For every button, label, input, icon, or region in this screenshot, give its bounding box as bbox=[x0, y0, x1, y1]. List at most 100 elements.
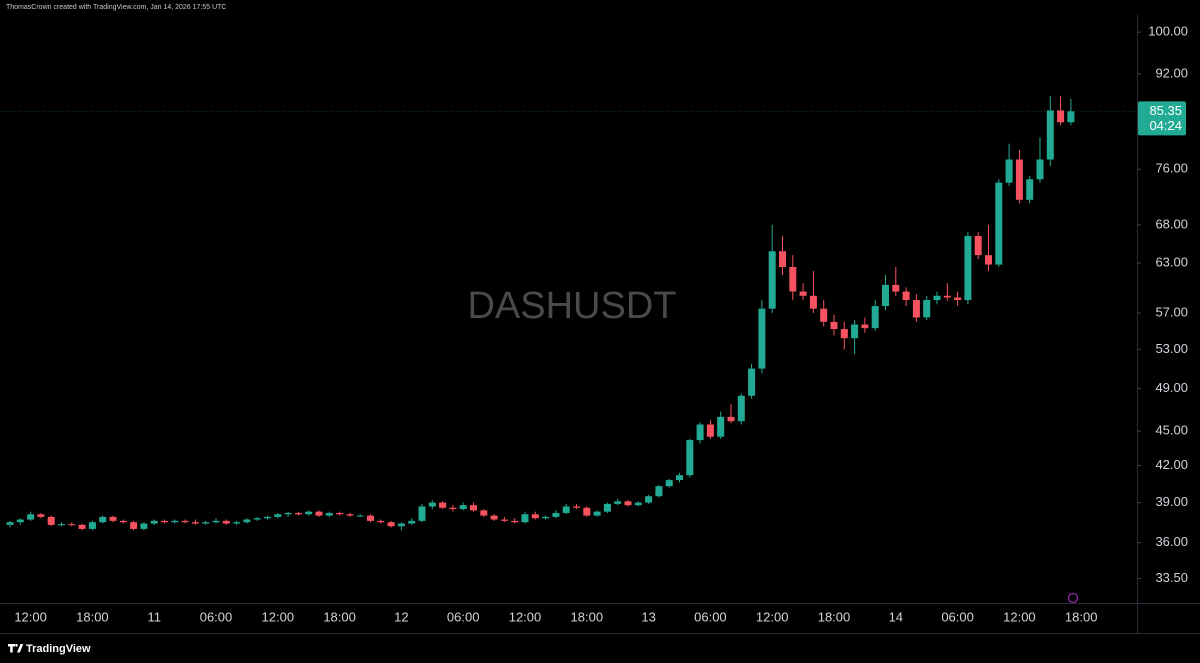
y-tick-label: 92.00 bbox=[1155, 65, 1188, 80]
candle-body bbox=[1026, 179, 1034, 200]
last-price-box bbox=[1138, 101, 1186, 136]
y-tick-label: 68.00 bbox=[1155, 216, 1188, 231]
x-tick-label: 06:00 bbox=[200, 609, 233, 624]
candle-body bbox=[851, 324, 859, 339]
candle-body bbox=[861, 324, 869, 329]
y-tick-label: 63.00 bbox=[1155, 254, 1188, 269]
candle-body bbox=[58, 524, 65, 526]
x-tick-label: 06:00 bbox=[694, 609, 727, 624]
x-tick-label: 06:00 bbox=[941, 609, 974, 624]
brand: TradingView bbox=[26, 643, 91, 655]
candle-body bbox=[634, 502, 642, 506]
candle-body bbox=[325, 512, 333, 516]
candle-body bbox=[1005, 159, 1013, 183]
candle-body bbox=[696, 424, 704, 441]
last-price-label: 85.35 bbox=[1149, 103, 1182, 118]
candle-body bbox=[552, 512, 560, 517]
candle-body bbox=[387, 522, 395, 527]
candle-body bbox=[6, 522, 14, 525]
candle-body bbox=[820, 308, 828, 322]
candle-body bbox=[305, 511, 313, 515]
candle-body bbox=[161, 520, 168, 523]
candle-body bbox=[181, 520, 189, 523]
candle-body bbox=[603, 503, 611, 512]
candle-body bbox=[233, 522, 241, 524]
x-tick-label: 18:00 bbox=[818, 609, 851, 624]
candle-body bbox=[779, 251, 786, 267]
candle-body bbox=[191, 522, 199, 524]
candle-body bbox=[274, 514, 282, 517]
candle-body bbox=[676, 475, 683, 481]
countdown-label: 04:24 bbox=[1149, 118, 1182, 133]
candle-body bbox=[367, 515, 374, 521]
candle-body bbox=[871, 306, 879, 329]
y-tick-label: 49.00 bbox=[1155, 380, 1188, 395]
candle-body bbox=[902, 291, 910, 301]
candle-body bbox=[892, 284, 900, 292]
candle-body bbox=[799, 291, 807, 296]
candle-body bbox=[789, 266, 797, 292]
caption: ThomasCrown created with TradingView.com… bbox=[6, 4, 226, 11]
candle-body bbox=[356, 515, 364, 517]
y-tick-label: 45.00 bbox=[1155, 423, 1188, 438]
candle-body bbox=[27, 514, 35, 520]
candle-body bbox=[315, 511, 323, 516]
candle-body bbox=[480, 510, 488, 516]
candle-body bbox=[294, 512, 302, 515]
candle-body bbox=[88, 522, 96, 529]
candle-body bbox=[171, 520, 179, 523]
candle-body bbox=[748, 368, 756, 396]
candle-body bbox=[933, 295, 941, 301]
candle-body bbox=[912, 300, 920, 318]
event-icon[interactable] bbox=[1067, 592, 1079, 604]
candle-body bbox=[665, 480, 673, 487]
candle-body bbox=[346, 514, 354, 516]
x-tick-label: 14 bbox=[889, 609, 903, 624]
y-tick-label: 53.00 bbox=[1155, 341, 1188, 356]
candle-body bbox=[490, 515, 498, 520]
candle-body bbox=[47, 516, 55, 525]
y-tick-label: 39.00 bbox=[1155, 494, 1188, 509]
candle-body bbox=[397, 523, 405, 527]
candle-body bbox=[943, 295, 951, 298]
logo-dot bbox=[15, 644, 18, 647]
candle-body bbox=[964, 236, 972, 301]
x-tick-label: 18:00 bbox=[323, 609, 356, 624]
x-tick-label: 12:00 bbox=[262, 609, 295, 624]
x-tick-label: 06:00 bbox=[447, 609, 480, 624]
candle-body bbox=[995, 182, 1003, 265]
candle-body bbox=[655, 486, 663, 497]
candle-body bbox=[511, 520, 519, 523]
candle-body bbox=[645, 496, 653, 503]
x-tick-label: 18:00 bbox=[76, 609, 109, 624]
candle-body bbox=[470, 505, 477, 511]
candle-body bbox=[954, 297, 962, 301]
x-tick-label: 12:00 bbox=[1003, 609, 1036, 624]
candle-body bbox=[16, 519, 24, 523]
candle-body bbox=[222, 520, 230, 524]
candle-body bbox=[562, 506, 570, 513]
y-tick-label: 36.00 bbox=[1155, 534, 1188, 549]
candle-body bbox=[1015, 159, 1023, 200]
candle-body bbox=[768, 251, 776, 309]
candle-body bbox=[614, 501, 622, 504]
candle-body bbox=[408, 520, 416, 524]
candle-body bbox=[336, 512, 344, 515]
candle-body bbox=[284, 512, 292, 515]
candle-body bbox=[1036, 159, 1044, 180]
x-tick-label: 12:00 bbox=[14, 609, 47, 624]
candle-body bbox=[542, 516, 550, 519]
candle-body bbox=[583, 507, 591, 516]
candle-body bbox=[706, 424, 714, 437]
x-tick-label: 18:00 bbox=[571, 609, 604, 624]
candle-body bbox=[109, 516, 117, 521]
candle-body bbox=[78, 524, 86, 529]
candle-body bbox=[923, 300, 931, 318]
candle-body bbox=[418, 506, 426, 521]
candle-body bbox=[737, 395, 745, 422]
candle-body bbox=[573, 506, 580, 508]
candle-body bbox=[202, 522, 210, 524]
candle-body bbox=[99, 516, 107, 523]
candle-body bbox=[119, 520, 127, 523]
